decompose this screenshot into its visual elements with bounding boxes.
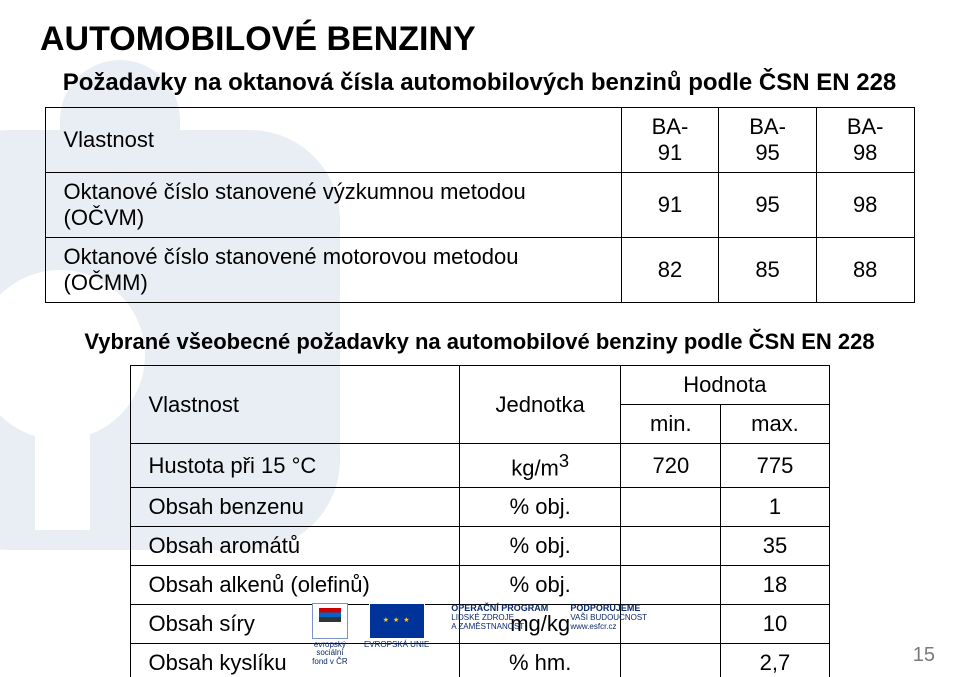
eu-flag-icon: ★ ★ ★ bbox=[369, 603, 425, 639]
table-octane: Vlastnost BA-91 BA-95 BA-98 Oktanové čís… bbox=[45, 107, 915, 303]
op-title: OPERAČNÍ PROGRAM bbox=[451, 603, 548, 613]
esf-l2: sociální bbox=[316, 648, 343, 657]
t1-r0-label: Oktanové číslo stanovené výzkumnou metod… bbox=[45, 173, 621, 238]
t1-col-ba91: BA-91 bbox=[621, 108, 719, 173]
t2-r2-prop: Obsah aromátů bbox=[130, 527, 460, 566]
esf-logo: evropský sociální fond v ČR bbox=[312, 603, 348, 667]
t2-r1-min bbox=[621, 488, 721, 527]
t2-r0-prop: Hustota při 15 °C bbox=[130, 444, 460, 488]
support-title: PODPORUJEME bbox=[570, 603, 647, 613]
table-row: Hustota při 15 °C kg/m3 720 775 bbox=[130, 444, 829, 488]
t1-r0-v1: 95 bbox=[719, 173, 817, 238]
t2-r2-unit: % obj. bbox=[460, 527, 621, 566]
table1-caption: Požadavky na oktanová čísla automobilový… bbox=[40, 69, 919, 97]
t2-r0-unit: kg/m3 bbox=[460, 444, 621, 488]
page-number: 15 bbox=[913, 644, 935, 667]
t1-col-ba98: BA-98 bbox=[816, 108, 914, 173]
page-title: AUTOMOBILOVÉ BENZINY bbox=[40, 20, 919, 59]
table-row: Oktanové číslo stanovené výzkumnou metod… bbox=[45, 173, 914, 238]
t2-r1-prop: Obsah benzenu bbox=[130, 488, 460, 527]
esf-l3: fond v ČR bbox=[312, 657, 348, 666]
eu-caption: EVROPSKÁ UNIE bbox=[364, 641, 429, 650]
table-row: Obsah alkenů (olefinů) % obj. 18 bbox=[130, 566, 829, 605]
t1-r1-label: Oktanové číslo stanovené motorovou metod… bbox=[45, 238, 621, 303]
t1-r0-v0: 91 bbox=[621, 173, 719, 238]
t2-col-prop: Vlastnost bbox=[130, 366, 460, 444]
esf-l1: evropský bbox=[314, 640, 346, 649]
t2-r1-max: 1 bbox=[721, 488, 829, 527]
t2-col-min: min. bbox=[621, 405, 721, 444]
eu-logo: ★ ★ ★ EVROPSKÁ UNIE bbox=[364, 603, 429, 650]
t2-r2-min bbox=[621, 527, 721, 566]
table-row: Obsah benzenu % obj. 1 bbox=[130, 488, 829, 527]
table-row: Oktanové číslo stanovené motorovou metod… bbox=[45, 238, 914, 303]
op-logo: OPERAČNÍ PROGRAM LIDSKÉ ZDROJEA ZAMĚSTNA… bbox=[445, 603, 548, 632]
t1-r0-v2: 98 bbox=[816, 173, 914, 238]
t2-col-unit: Jednotka bbox=[460, 366, 621, 444]
t2-r3-prop: Obsah alkenů (olefinů) bbox=[130, 566, 460, 605]
footer-logos: evropský sociální fond v ČR ★ ★ ★ EVROPS… bbox=[0, 603, 959, 667]
t2-r3-min bbox=[621, 566, 721, 605]
t2-col-val: Hodnota bbox=[621, 366, 829, 405]
t1-r1-v0: 82 bbox=[621, 238, 719, 303]
t1-col-prop: Vlastnost bbox=[45, 108, 621, 173]
t2-r0-max: 775 bbox=[721, 444, 829, 488]
t2-col-max: max. bbox=[721, 405, 829, 444]
support-sub: VAŠI BUDOUCNOST bbox=[570, 613, 647, 622]
t1-col-ba95: BA-95 bbox=[719, 108, 817, 173]
table-row: Obsah aromátů % obj. 35 bbox=[130, 527, 829, 566]
esf-icon bbox=[312, 603, 348, 639]
esf-caption: evropský sociální fond v ČR bbox=[312, 641, 348, 667]
t2-r1-unit: % obj. bbox=[460, 488, 621, 527]
table2-caption: Vybrané všeobecné požadavky na automobil… bbox=[40, 329, 919, 355]
support-url: www.esfcr.cz bbox=[570, 622, 647, 631]
t2-r0-min: 720 bbox=[621, 444, 721, 488]
t1-r1-v2: 88 bbox=[816, 238, 914, 303]
op-sub: LIDSKÉ ZDROJEA ZAMĚSTNANOST bbox=[451, 613, 548, 631]
support-logo: PODPORUJEME VAŠI BUDOUCNOST www.esfcr.cz bbox=[564, 603, 647, 632]
t2-r2-max: 35 bbox=[721, 527, 829, 566]
t1-r1-v1: 85 bbox=[719, 238, 817, 303]
t2-r3-max: 18 bbox=[721, 566, 829, 605]
t2-r3-unit: % obj. bbox=[460, 566, 621, 605]
